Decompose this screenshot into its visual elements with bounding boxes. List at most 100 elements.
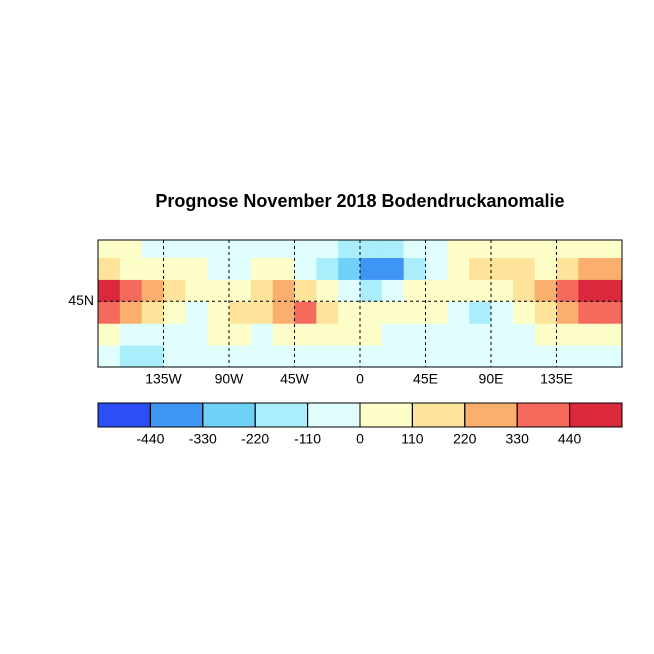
field-cell — [556, 301, 579, 324]
field-cell — [250, 257, 274, 280]
field-cell — [316, 257, 339, 280]
field-cell — [250, 240, 274, 259]
field-cell — [469, 345, 492, 367]
field-cell — [556, 345, 579, 367]
field-cell — [447, 345, 470, 367]
field-cell — [534, 323, 557, 346]
field-cell — [185, 279, 208, 302]
field-cell — [534, 279, 557, 302]
field-cell — [316, 279, 339, 302]
field-cell — [469, 301, 492, 324]
field-cell — [600, 257, 622, 280]
field-cell — [360, 257, 383, 280]
chart-title: Prognose November 2018 Bodendruckanomali… — [155, 191, 564, 211]
field-cell — [381, 240, 405, 259]
field-cell — [338, 323, 361, 346]
field-cell — [98, 345, 121, 367]
field-cell — [491, 301, 514, 324]
field-cell — [578, 279, 601, 302]
colorbar-label: 0 — [356, 431, 364, 447]
field-cell — [600, 323, 622, 346]
colorbar-label: 440 — [558, 431, 582, 447]
field-cell — [272, 257, 295, 280]
field-cell — [469, 323, 492, 346]
field-cell — [600, 345, 622, 367]
field-cell — [207, 257, 230, 280]
field-cell — [447, 323, 470, 346]
field-cell — [250, 323, 274, 346]
field-cell — [403, 301, 426, 324]
field-cell — [360, 240, 383, 259]
field-cell — [578, 345, 601, 367]
field-cell — [119, 301, 143, 324]
field-cell — [294, 345, 317, 367]
field-cell — [469, 257, 492, 280]
field-cell — [534, 345, 557, 367]
field-cell — [98, 240, 121, 259]
field-cell — [294, 323, 317, 346]
field-cell — [163, 301, 186, 324]
field-cell — [578, 301, 601, 324]
field-cell — [250, 345, 274, 367]
colorbar-box — [149, 402, 204, 428]
field-cell — [294, 240, 317, 259]
field-cell — [491, 345, 514, 367]
field-cell — [381, 323, 405, 346]
field-cell — [207, 279, 230, 302]
field-cell — [534, 257, 557, 280]
field-cell — [119, 279, 143, 302]
x-tick-label: 0 — [356, 371, 364, 387]
field-cell — [425, 323, 448, 346]
field-cell — [141, 257, 164, 280]
field-cell — [163, 257, 186, 280]
field-cell — [185, 240, 208, 259]
colorbar-box — [97, 402, 151, 428]
field-cell — [294, 257, 317, 280]
field-cell — [338, 257, 361, 280]
field-cell — [491, 279, 514, 302]
field-cell — [447, 301, 470, 324]
field-cell — [491, 257, 514, 280]
field-cell — [425, 240, 448, 259]
field-cell — [98, 257, 121, 280]
colorbar-box — [569, 402, 623, 428]
colorbar-box — [202, 402, 256, 428]
field-cell — [491, 323, 514, 346]
field-cell — [141, 345, 164, 367]
field-cell — [185, 301, 208, 324]
field-cell — [250, 279, 274, 302]
field-cell — [425, 301, 448, 324]
field-cell — [556, 257, 579, 280]
field-cell — [272, 301, 295, 324]
field-cell — [119, 345, 143, 367]
colorbar-box — [254, 402, 309, 428]
field-cell — [425, 279, 448, 302]
field-cell — [512, 279, 536, 302]
field-cell — [360, 345, 383, 367]
field-cell — [600, 301, 622, 324]
field-cell — [534, 301, 557, 324]
field-cell — [272, 240, 295, 259]
colorbar-label: -110 — [294, 431, 321, 447]
field-cell — [207, 323, 230, 346]
field-cell — [316, 240, 339, 259]
field-cell — [403, 323, 426, 346]
field-cell — [294, 301, 317, 324]
field-cell — [447, 257, 470, 280]
field-cell — [491, 240, 514, 259]
field-cell — [272, 345, 295, 367]
field-cell — [403, 257, 426, 280]
field-cell — [578, 240, 601, 259]
field-cell — [512, 240, 536, 259]
field-cell — [512, 301, 536, 324]
field-cell — [512, 323, 536, 346]
field-cell — [119, 240, 143, 259]
field-cell — [556, 323, 579, 346]
field-cell — [163, 323, 186, 346]
colorbar-box — [411, 402, 466, 428]
field-cell — [469, 279, 492, 302]
field-cell — [338, 279, 361, 302]
field-cell — [316, 301, 339, 324]
field-cell — [403, 345, 426, 367]
